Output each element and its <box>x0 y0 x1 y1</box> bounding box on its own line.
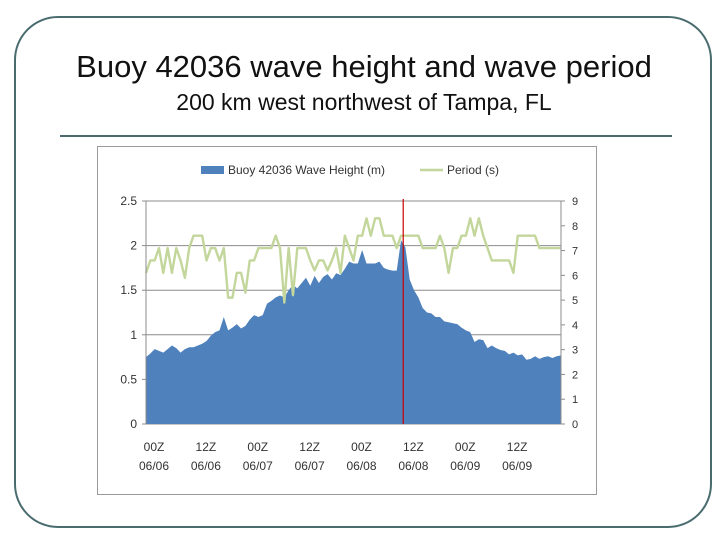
y-right-tick-label: 5 <box>572 295 578 307</box>
y-left-tick-label: 1.5 <box>120 283 137 297</box>
y-right-tick-label: 1 <box>572 394 578 406</box>
x-tick-label-date: 06/08 <box>346 459 376 473</box>
x-tick-label-time: 00Z <box>351 440 372 454</box>
legend: Buoy 42036 Wave Height (m) Period (s) <box>201 163 499 177</box>
x-tick-label-date: 06/09 <box>450 459 480 473</box>
y-right-tick-label: 2 <box>572 369 578 381</box>
slide-subtitle: 200 km west northwest of Tampa, FL <box>176 89 552 115</box>
y-right-tick-label: 3 <box>572 345 578 357</box>
x-tick-label-time: 12Z <box>299 440 320 454</box>
axes: 0 0.5 1 1.5 2 2.5 0 1 2 3 4 5 6 7 8 9 00Z 06/06 12Z 06/06 00… <box>120 194 578 473</box>
x-tick-label-time: 12Z <box>507 440 528 454</box>
period-series <box>144 217 561 304</box>
x-tick-label-time: 12Z <box>196 440 217 454</box>
x-tick-label-time: 12Z <box>403 440 424 454</box>
wave-chart: 0 0.5 1 1.5 2 2.5 0 1 2 3 4 5 6 7 8 9 00Z 06/06 12Z 06/06 00… <box>120 163 578 473</box>
legend-label-period: Period (s) <box>447 163 499 177</box>
y-right-tick-label: 6 <box>572 270 578 282</box>
wave-height-area <box>146 240 561 424</box>
y-right-tick-label: 9 <box>572 196 578 208</box>
x-tick-label-date: 06/08 <box>398 459 428 473</box>
x-tick-label-time: 00Z <box>144 440 165 454</box>
x-tick-label-time: 00Z <box>247 440 268 454</box>
x-tick-label-date: 06/09 <box>502 459 532 473</box>
x-tick-label-date: 06/07 <box>243 459 273 473</box>
x-tick-label-date: 06/06 <box>191 459 221 473</box>
y-right-tick-label: 7 <box>572 246 578 258</box>
y-left-tick-label: 1 <box>130 328 137 342</box>
wave-height-series <box>146 240 561 424</box>
y-left-tick-label: 0 <box>130 417 137 431</box>
period-line <box>144 217 561 304</box>
y-right-tick-label: 8 <box>572 221 578 233</box>
y-right-tick-label: 4 <box>572 320 578 332</box>
y-left-tick-label: 2 <box>130 239 137 253</box>
title-divider <box>60 135 672 137</box>
y-left-tick-label: 0.5 <box>120 372 137 386</box>
chart-frame: 0 0.5 1 1.5 2 2.5 0 1 2 3 4 5 6 7 8 9 00Z 06/06 12Z 06/06 00… <box>97 146 597 495</box>
x-tick-label-date: 06/06 <box>139 459 169 473</box>
y-left-tick-label: 2.5 <box>120 194 137 208</box>
x-tick-label-time: 00Z <box>455 440 476 454</box>
y-right-tick-label: 0 <box>572 419 578 431</box>
slide-title: Buoy 42036 wave height and wave period <box>76 49 652 84</box>
x-tick-label-date: 06/07 <box>295 459 325 473</box>
legend-swatch-wave-height <box>201 166 224 174</box>
legend-label-wave-height: Buoy 42036 Wave Height (m) <box>228 163 385 177</box>
